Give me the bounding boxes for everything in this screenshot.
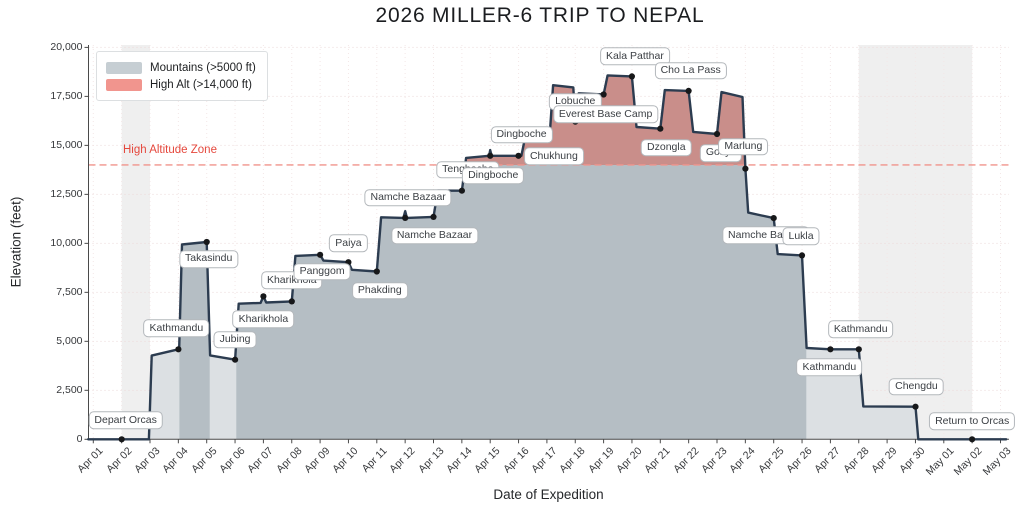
- page-title: 2026 MILLER-6 TRIP TO NEPAL: [375, 4, 705, 27]
- data-point-dot: [175, 346, 182, 353]
- data-point-dot: [657, 125, 664, 132]
- waypoint-label: Chukhung: [523, 147, 584, 166]
- waypoint-label: Chengdu: [889, 377, 944, 396]
- waypoint-label: Takasindu: [179, 250, 239, 268]
- data-point-dot: [430, 213, 437, 220]
- data-point-dot: [260, 293, 267, 300]
- data-point-dot: [317, 251, 324, 258]
- waypoint-label: Kharikhola: [232, 310, 295, 329]
- y-tick-label: 12,500: [50, 188, 83, 201]
- legend-item-label: High Alt (>14,000 ft): [150, 78, 252, 91]
- y-tick-label: 15,000: [50, 139, 83, 152]
- data-point-dot: [600, 91, 607, 98]
- waypoint-label: Kala Patthar: [600, 47, 670, 66]
- y-axis-title: Elevation (feet): [8, 196, 24, 288]
- data-point-dot: [855, 346, 862, 353]
- waypoint-label: Dzongla: [641, 138, 692, 157]
- y-tick-label: 5,000: [56, 335, 83, 348]
- data-point-dot: [203, 238, 210, 246]
- waypoint-label: Paiya: [329, 234, 368, 252]
- y-tick-label: 0: [76, 433, 83, 446]
- waypoint-label: Namche Bazaar: [364, 189, 452, 207]
- y-tick-label: 2,500: [56, 384, 83, 397]
- legend-item-mountains: Mountains (>5000 ft): [106, 59, 256, 76]
- mountains-swatch-icon: [106, 61, 142, 74]
- y-tick-label: 17,500: [50, 90, 83, 103]
- data-point-dot: [402, 214, 409, 221]
- waypoint-label: Dingboche: [462, 166, 525, 185]
- waypoint-label: Kathmandu: [143, 319, 210, 338]
- waypoint-label: Namche Bazaar: [390, 227, 479, 245]
- travel-band: [121, 45, 150, 440]
- data-point-dot: [487, 152, 494, 159]
- data-point-dot: [798, 252, 806, 259]
- data-point-dot: [713, 130, 721, 138]
- waypoint-label: Jubing: [213, 330, 257, 349]
- y-tick-label: 7,500: [56, 286, 83, 299]
- waypoint-label: Lukla: [782, 227, 820, 246]
- waypoint-label: Dingboche: [490, 125, 553, 144]
- data-point-dot: [770, 215, 777, 222]
- waypoint-label: Marlung: [718, 137, 769, 156]
- data-point-dot: [232, 356, 239, 363]
- high-altitude-zone-label: High Altitude Zone: [123, 144, 217, 156]
- legend: Mountains (>5000 ft) High Alt (>14,000 f…: [96, 51, 268, 101]
- waypoint-label: Kathmandu: [827, 320, 894, 339]
- data-point-dot: [628, 73, 636, 80]
- data-point-dot: [685, 87, 692, 94]
- legend-item-high-alt: High Alt (>14,000 ft): [106, 76, 256, 93]
- y-tick-label: 10,000: [50, 237, 83, 250]
- waypoint-label: Phakding: [351, 281, 408, 300]
- waypoint-label: Everest Base Camp: [552, 105, 659, 124]
- waypoint-label: Cho La Pass: [654, 62, 727, 80]
- waypoint-label: Kathmandu: [796, 358, 863, 377]
- data-point-dot: [515, 152, 522, 159]
- high-alt-swatch-icon: [106, 78, 142, 91]
- data-point-dot: [373, 268, 380, 275]
- data-point-dot: [969, 436, 976, 443]
- data-point-dot: [827, 346, 834, 353]
- x-axis-title: Date of Expedition: [493, 487, 604, 502]
- waypoint-label: Return to Orcas: [929, 412, 1016, 431]
- area-fill-mountains: [179, 242, 210, 440]
- waypoint-label: Depart Orcas: [88, 411, 163, 430]
- y-tick-label: 20,000: [50, 41, 83, 54]
- data-point-dot: [118, 436, 125, 443]
- data-point-dot: [458, 187, 465, 194]
- waypoint-label: Panggom: [293, 263, 351, 281]
- data-point-dot: [288, 298, 295, 305]
- legend-item-label: Mountains (>5000 ft): [150, 61, 256, 74]
- data-point-dot: [742, 165, 749, 172]
- data-point-dot: [912, 403, 919, 410]
- area-fill-mountains: [236, 75, 807, 440]
